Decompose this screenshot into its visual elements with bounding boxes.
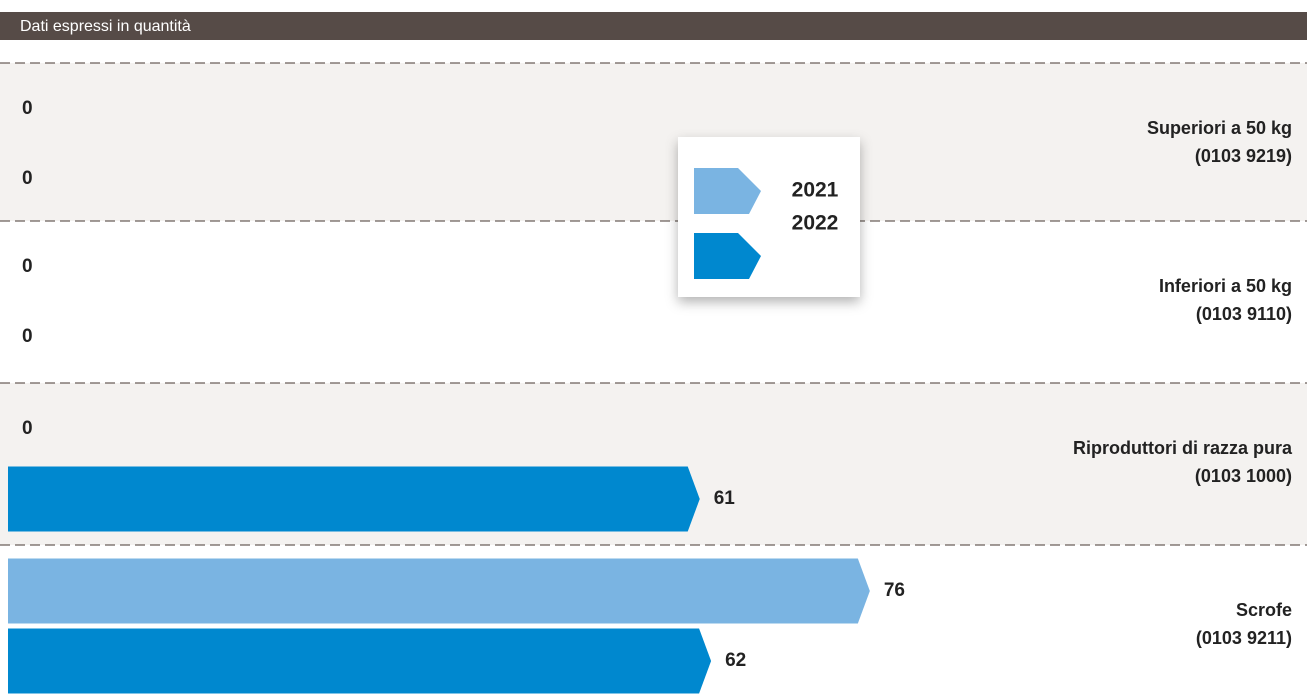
bar — [8, 558, 870, 624]
band — [0, 63, 1307, 221]
category-label: Inferiori a 50 kg — [1159, 276, 1292, 296]
subtitle-bar — [0, 12, 1307, 40]
value-label: 61 — [714, 488, 736, 509]
value-label: 0 — [22, 418, 33, 439]
category-label: (0103 1000) — [1195, 466, 1292, 486]
bar — [8, 466, 700, 532]
value-label: 0 — [22, 326, 33, 347]
value-label: 62 — [725, 650, 746, 671]
category-label: (0103 9211) — [1196, 628, 1292, 648]
category-label: (0103 9219) — [1195, 146, 1292, 166]
value-label: 0 — [22, 168, 33, 189]
value-label: 76 — [884, 580, 905, 601]
legend-label: 2022 — [792, 212, 839, 235]
category-label: Superiori a 50 kg — [1147, 118, 1292, 138]
legend-swatch — [694, 233, 761, 279]
legend-label: 2021 — [792, 179, 839, 202]
value-label: 0 — [22, 256, 33, 277]
category-label: Riproduttori di razza pura — [1073, 438, 1293, 458]
category-label: Scrofe — [1236, 600, 1292, 620]
bar — [8, 628, 712, 694]
legend-swatch — [694, 168, 761, 214]
value-label: 0 — [22, 98, 33, 119]
subtitle: Dati espressi in quantità — [20, 18, 191, 35]
category-label: (0103 9110) — [1196, 304, 1292, 324]
